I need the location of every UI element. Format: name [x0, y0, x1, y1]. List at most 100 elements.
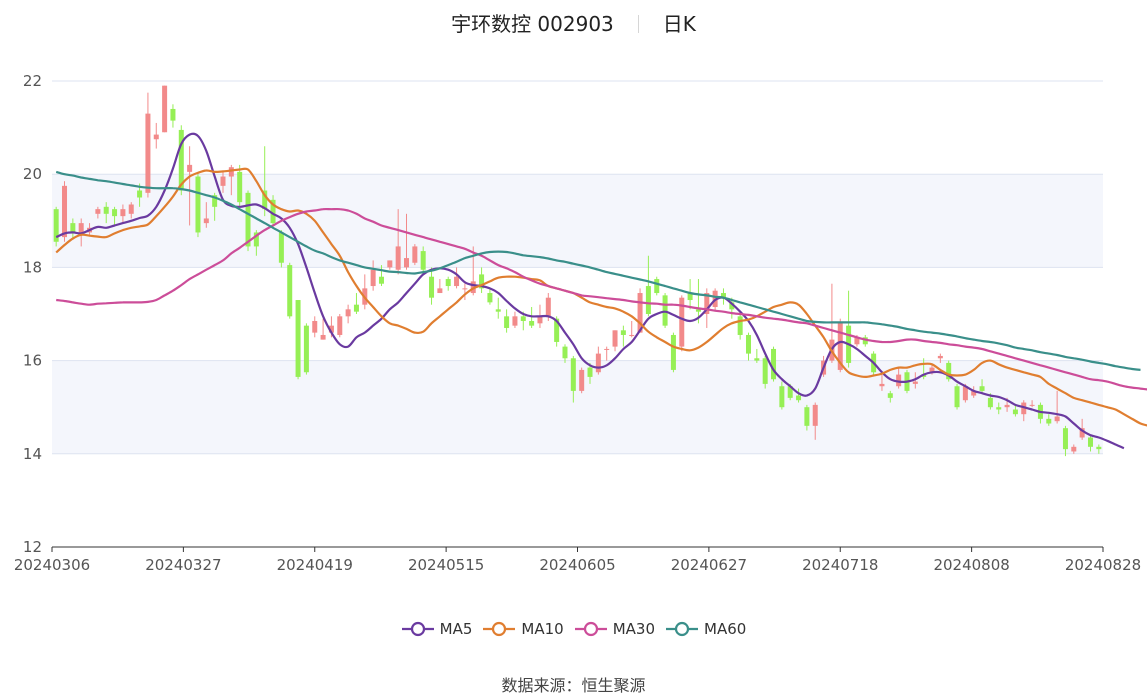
candle-body [1021, 402, 1027, 415]
candle-body [679, 297, 685, 347]
candle-body [812, 404, 818, 426]
candle-body [745, 334, 751, 354]
legend-item-ma60[interactable]: MA60 [665, 620, 746, 638]
legend-item-ma5[interactable]: MA5 [401, 620, 473, 638]
candle-body [120, 209, 126, 217]
candlestick-chart: 12 14 16 18 20 22 20240306 20240327 20240419 2024… [14, 72, 1147, 574]
candle-body [137, 190, 143, 198]
period-label: 日K [662, 12, 696, 36]
candle-body [295, 300, 301, 377]
candle-body [595, 353, 601, 373]
source-name: 恒生聚源 [581, 676, 646, 695]
candle-body [862, 337, 868, 345]
candle-body [704, 293, 710, 314]
legend-marker-icon [483, 621, 516, 637]
candle-body [687, 293, 693, 301]
candle-body [612, 330, 618, 347]
legend-marker-icon [666, 621, 699, 637]
candle-body [462, 288, 468, 290]
candle-body [804, 407, 810, 426]
legend-marker-icon [574, 621, 607, 637]
candle-body [212, 195, 218, 207]
candle-body [70, 223, 76, 233]
candle-body [587, 367, 593, 377]
candle-body [645, 286, 651, 314]
legend-item-ma10[interactable]: MA10 [482, 620, 564, 638]
candle-body [412, 246, 418, 263]
candle-body [1079, 428, 1085, 438]
y-tick-label: 20 [23, 165, 42, 183]
candle-body [378, 276, 384, 284]
y-tick-label: 22 [23, 72, 42, 90]
candle-body [779, 386, 785, 408]
candle-body [345, 309, 351, 317]
candle-body [662, 295, 668, 326]
x-tick-label: 20240808 [933, 556, 1009, 574]
candle-body [145, 113, 151, 193]
x-tick-label: 20240419 [277, 556, 353, 574]
y-tick-label: 18 [23, 258, 42, 276]
candle-body [754, 358, 760, 361]
candle-body [1054, 416, 1060, 422]
candle-body [579, 369, 585, 391]
candle-body [320, 334, 326, 340]
candle-body [203, 218, 209, 224]
y-tick-label: 12 [23, 538, 42, 556]
candle-body [629, 334, 635, 336]
legend-label: MA10 [521, 620, 564, 638]
candle-body [504, 316, 510, 328]
legend-item-ma30[interactable]: MA30 [574, 620, 655, 638]
candle-body [353, 304, 359, 312]
candle-body [937, 355, 943, 359]
candle-body [328, 325, 334, 333]
candle-body [62, 185, 68, 238]
candle-body [537, 316, 543, 324]
candle-body [912, 381, 918, 384]
candle-body [637, 293, 643, 333]
ma-line-ma10 [55, 167, 1147, 427]
candle-body [604, 348, 610, 350]
candle-body [929, 367, 935, 373]
candle-body [529, 320, 535, 326]
candle-body [695, 309, 701, 312]
candle-body [454, 276, 460, 287]
candle-body [1004, 404, 1010, 408]
source-label: 数据来源： [501, 676, 582, 695]
chart-title: 宇环数控 002903 日K [0, 8, 1147, 37]
candle-body [103, 206, 109, 214]
candle-body [654, 279, 660, 294]
candle-body [796, 395, 802, 401]
x-tick-label: 20240718 [802, 556, 878, 574]
candle-body [178, 129, 184, 191]
chart-legend[interactable]: MA5 MA10 MA30 MA60 [0, 620, 1147, 641]
ma-line-ma60 [55, 170, 1141, 371]
candle-body [837, 323, 843, 370]
candle-body [437, 288, 443, 294]
candle-body [570, 358, 576, 391]
candle-body [887, 393, 893, 398]
legend-label: MA5 [439, 620, 473, 638]
candle-body [128, 204, 134, 214]
title-divider [637, 15, 639, 33]
x-tick-label: 20240515 [408, 556, 484, 574]
candle-body [670, 334, 676, 370]
candle-body [278, 232, 284, 263]
candle-body [262, 190, 268, 210]
candle-body [370, 269, 376, 287]
candle-body [337, 316, 343, 335]
legend-label: MA30 [612, 620, 656, 638]
candle-body [1012, 409, 1018, 415]
stock-name-code: 宇环数控 002903 [451, 12, 614, 36]
candle-body [153, 134, 159, 140]
candle-body [1029, 404, 1035, 406]
candle-body [520, 316, 526, 321]
candle-body [245, 192, 251, 247]
candle-body [187, 164, 193, 172]
x-tick-label: 20240828 [1065, 556, 1141, 574]
ma-line-ma30 [56, 207, 1147, 391]
candle-body [220, 176, 226, 186]
candle-body [954, 386, 960, 408]
candle-body [896, 374, 902, 387]
candle-body [253, 232, 259, 247]
grid-band [52, 360, 1103, 454]
